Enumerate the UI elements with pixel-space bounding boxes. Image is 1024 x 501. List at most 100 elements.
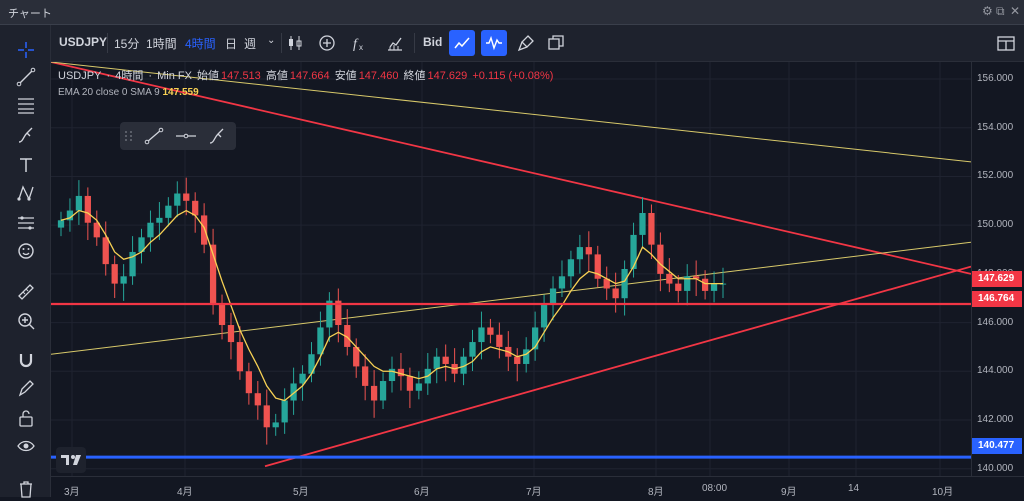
candle-body xyxy=(666,273,673,284)
bid-toggle[interactable]: Bid xyxy=(423,35,443,49)
signal-wave-icon[interactable] xyxy=(481,30,507,56)
legend-symbol: USDJPY xyxy=(58,70,102,82)
layout-windows-icon[interactable] xyxy=(543,30,569,56)
zoom-in-icon[interactable] xyxy=(13,309,39,333)
symbol-selector[interactable]: USDJPY xyxy=(59,35,108,49)
price-tick-label: 142.000 xyxy=(977,413,1014,425)
candle-body xyxy=(308,354,315,374)
candle-body xyxy=(549,288,557,304)
interval-15m[interactable]: 15分 xyxy=(114,37,140,51)
yellow-trendline xyxy=(51,241,971,355)
float-trendline-icon[interactable] xyxy=(142,126,166,146)
candle-body xyxy=(66,210,74,221)
high-value: 147.664 xyxy=(289,70,330,82)
blue-line-price-tag: 140.477 xyxy=(972,438,1022,454)
lock-icon[interactable] xyxy=(13,406,39,430)
price-tick-label: 156.000 xyxy=(977,73,1014,85)
price-tick-label: 150.000 xyxy=(977,219,1014,231)
candle-body xyxy=(147,222,154,238)
legend-separator: · xyxy=(148,70,153,82)
candle-body xyxy=(218,303,226,326)
price-tick-label: 154.000 xyxy=(977,121,1014,133)
indicator-value: 147.559 xyxy=(162,87,199,98)
paint-brush-icon[interactable] xyxy=(513,30,539,56)
crosshair-tool-icon[interactable] xyxy=(13,38,39,62)
indicator-legend[interactable]: EMA 20 close 0 SMA 9 147.559 xyxy=(58,87,199,98)
price-tick-label: 152.000 xyxy=(977,170,1014,182)
price-axis[interactable] xyxy=(971,62,1024,476)
interval-1h[interactable]: 1時間 xyxy=(146,37,177,51)
candle-body xyxy=(415,383,422,391)
time-axis[interactable] xyxy=(51,476,1024,498)
price-chart[interactable] xyxy=(51,62,971,476)
candle-body xyxy=(710,283,718,291)
lock-drawing-pencil-icon[interactable] xyxy=(13,377,39,401)
time-tick-label: 3月 xyxy=(64,487,80,498)
legend-separator: · xyxy=(106,70,111,82)
last-price-tag: 147.629 xyxy=(972,271,1022,287)
fib-tool-icon[interactable] xyxy=(13,93,39,117)
candle-body xyxy=(639,212,646,235)
text-tool-icon[interactable] xyxy=(13,153,39,177)
magnet-icon[interactable] xyxy=(13,348,39,372)
trash-icon[interactable] xyxy=(13,477,39,501)
interval-dropdown-chevron-icon[interactable]: ⌄ xyxy=(267,35,276,46)
svg-text:x: x xyxy=(359,43,363,52)
candle-body xyxy=(174,193,181,206)
interval-week[interactable]: 週 xyxy=(244,37,257,51)
interval-4h[interactable]: 4時間 xyxy=(185,37,216,51)
candle-body xyxy=(299,373,306,384)
trendline-tool-icon[interactable] xyxy=(13,65,39,89)
settings-icon[interactable]: ⚙ xyxy=(982,4,993,18)
float-brush-icon[interactable] xyxy=(206,126,230,146)
candle-style-icon[interactable] xyxy=(282,30,308,56)
multi-chart-layout-icon[interactable] xyxy=(993,30,1019,56)
yellow-trendline xyxy=(51,62,971,163)
ruler-tool-icon[interactable] xyxy=(13,280,39,304)
candle-body xyxy=(165,205,172,218)
candle-body xyxy=(156,217,163,223)
pattern-tool-icon[interactable] xyxy=(13,181,39,205)
time-tick-label: 6月 xyxy=(414,487,430,498)
chart-grid xyxy=(51,62,971,476)
price-tick-label: 146.000 xyxy=(977,316,1014,328)
candle-body xyxy=(487,327,494,335)
candle-body xyxy=(290,383,297,401)
float-horizontal-line-icon[interactable] xyxy=(174,126,198,146)
candle-body xyxy=(281,400,288,423)
brush-tool-icon[interactable] xyxy=(13,123,39,147)
candle-body xyxy=(397,368,405,377)
maximize-icon[interactable]: ⧉ xyxy=(996,4,1005,18)
candle-body xyxy=(442,356,449,364)
candle-body xyxy=(129,251,136,277)
tradingview-logo xyxy=(56,447,86,473)
close-icon[interactable]: ✕ xyxy=(1010,4,1021,18)
interval-day[interactable]: 日 xyxy=(225,37,238,51)
templates-chart-icon[interactable] xyxy=(382,30,408,56)
candle-body xyxy=(227,325,235,343)
time-tick-label: 14 xyxy=(848,483,860,494)
emoji-tool-icon[interactable] xyxy=(13,239,39,263)
candle-body xyxy=(460,356,467,374)
candle-body xyxy=(478,327,485,343)
candle-body xyxy=(75,195,83,211)
svg-text:f: f xyxy=(353,37,359,52)
compare-plus-icon[interactable] xyxy=(314,30,340,56)
close-value: 147.629 xyxy=(427,70,468,82)
candle-body xyxy=(93,222,100,238)
candle-body xyxy=(469,342,476,357)
window-title: チャート xyxy=(8,8,52,20)
time-tick-label: 8月 xyxy=(648,487,664,498)
drag-handle-icon[interactable] xyxy=(122,126,136,146)
auto-trend-icon[interactable] xyxy=(449,30,475,56)
floating-drawing-toolbar xyxy=(120,122,236,150)
candle-body xyxy=(701,278,709,291)
indicator-label: EMA 20 close 0 SMA 9 xyxy=(58,87,160,98)
candle-body xyxy=(335,300,342,326)
candle-body xyxy=(379,381,387,401)
visibility-eye-icon[interactable] xyxy=(13,434,39,458)
candle-body xyxy=(84,195,91,223)
candle-body xyxy=(102,237,109,265)
projection-tool-icon[interactable] xyxy=(13,211,39,235)
